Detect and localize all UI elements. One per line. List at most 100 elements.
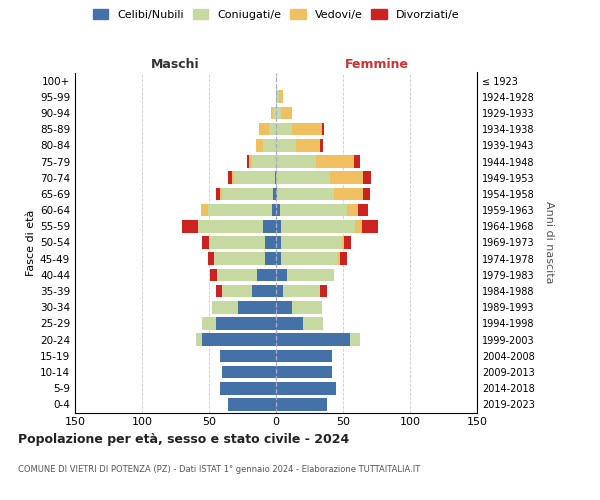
Bar [265, 236, 276, 249]
Bar [281, 220, 355, 232]
Bar [363, 172, 371, 184]
Bar [276, 350, 332, 362]
Text: COMUNE DI VIETRI DI POTENZA (PZ) - Dati ISTAT 1° gennaio 2024 - Elaborazione TUT: COMUNE DI VIETRI DI POTENZA (PZ) - Dati … [18, 465, 420, 474]
Bar [202, 236, 209, 249]
Bar [363, 188, 370, 200]
Bar [276, 90, 278, 103]
Bar [201, 204, 208, 216]
Bar [276, 155, 316, 168]
Bar [276, 204, 280, 216]
Bar [263, 139, 276, 151]
Bar [341, 236, 344, 249]
Bar [276, 301, 292, 314]
Bar [263, 220, 276, 232]
Bar [276, 236, 281, 249]
Bar [355, 220, 362, 232]
Bar [276, 285, 283, 298]
Bar [202, 334, 276, 346]
Bar [292, 123, 322, 136]
Y-axis label: Fasce di età: Fasce di età [26, 210, 36, 276]
Bar [247, 155, 249, 168]
Bar [198, 220, 263, 232]
Bar [214, 252, 265, 265]
Bar [281, 236, 341, 249]
Bar [276, 172, 329, 184]
Bar [329, 172, 363, 184]
Bar [344, 236, 351, 249]
Bar [257, 268, 276, 281]
Bar [276, 398, 327, 410]
Bar [276, 366, 332, 378]
Bar [265, 252, 276, 265]
Bar [320, 139, 323, 151]
Bar [208, 204, 272, 216]
Bar [276, 268, 287, 281]
Bar [259, 123, 269, 136]
Bar [334, 188, 363, 200]
Bar [223, 366, 276, 378]
Text: Maschi: Maschi [151, 58, 200, 71]
Bar [358, 204, 368, 216]
Bar [216, 317, 276, 330]
Bar [220, 188, 223, 200]
Legend: Celibi/Nubili, Coniugati/e, Vedovi/e, Divorziati/e: Celibi/Nubili, Coniugati/e, Vedovi/e, Di… [89, 6, 463, 23]
Bar [252, 285, 276, 298]
Bar [217, 268, 257, 281]
Bar [276, 334, 350, 346]
Bar [271, 106, 274, 120]
Bar [238, 301, 276, 314]
Bar [281, 106, 292, 120]
Bar [211, 268, 217, 281]
Bar [256, 139, 263, 151]
Bar [276, 382, 337, 394]
Bar [276, 123, 292, 136]
Bar [274, 106, 276, 120]
Bar [269, 123, 276, 136]
Bar [252, 155, 276, 168]
Bar [208, 252, 214, 265]
Bar [362, 220, 378, 232]
Bar [287, 268, 334, 281]
Bar [216, 285, 223, 298]
Bar [276, 317, 303, 330]
Bar [296, 139, 320, 151]
Bar [249, 155, 252, 168]
Bar [272, 204, 276, 216]
Bar [274, 188, 276, 200]
Bar [354, 155, 361, 168]
Bar [316, 155, 354, 168]
Bar [340, 252, 347, 265]
Bar [209, 236, 265, 249]
Bar [220, 382, 276, 394]
Bar [280, 204, 347, 216]
Text: Popolazione per età, sesso e stato civile - 2024: Popolazione per età, sesso e stato civil… [18, 432, 349, 446]
Bar [223, 188, 274, 200]
Bar [276, 220, 281, 232]
Bar [347, 204, 358, 216]
Bar [202, 317, 216, 330]
Bar [338, 252, 340, 265]
Bar [223, 285, 252, 298]
Text: Femmine: Femmine [344, 58, 409, 71]
Bar [216, 188, 220, 200]
Bar [235, 172, 275, 184]
Bar [277, 188, 334, 200]
Bar [232, 172, 235, 184]
Bar [276, 139, 296, 151]
Bar [228, 398, 276, 410]
Bar [276, 188, 277, 200]
Bar [283, 285, 320, 298]
Bar [320, 285, 327, 298]
Y-axis label: Anni di nascita: Anni di nascita [544, 201, 554, 283]
Bar [275, 172, 276, 184]
Bar [281, 252, 338, 265]
Bar [196, 334, 202, 346]
Bar [212, 301, 238, 314]
Bar [303, 317, 323, 330]
Bar [228, 172, 232, 184]
Bar [182, 220, 198, 232]
Bar [322, 123, 324, 136]
Bar [278, 90, 283, 103]
Bar [292, 301, 322, 314]
Bar [276, 252, 281, 265]
